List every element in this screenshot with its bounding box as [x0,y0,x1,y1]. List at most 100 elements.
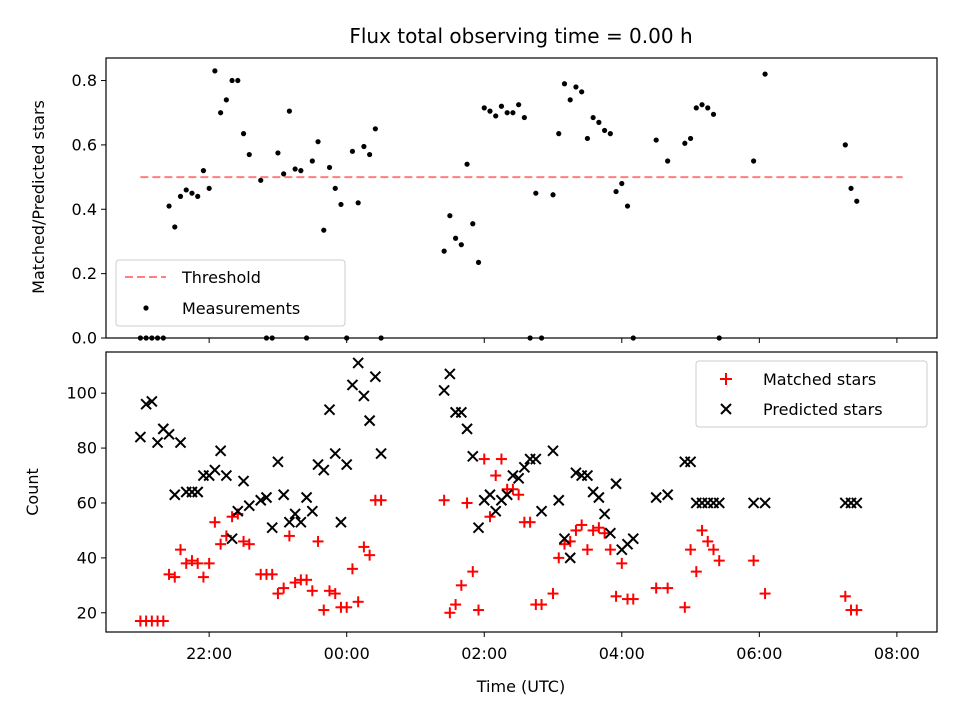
predicted-point [340,458,353,471]
y-tick-label: 0.8 [72,71,97,90]
predicted-point [214,445,227,457]
bottom-legend: Matched stars Predicted stars [695,360,928,428]
matched-point [186,555,198,567]
bottom-axes-frame [105,351,938,633]
predicted-point [518,461,531,474]
measurement-point [281,171,287,177]
matched-point [289,577,301,589]
matched-point [713,555,725,567]
top-x-ticks [208,338,898,343]
matched-point [169,571,181,583]
measurement-point [229,77,235,84]
predicted-point [283,516,296,528]
matched-point [467,566,479,578]
predicted-point [169,489,181,501]
measurement-point [240,131,247,137]
matched-point [215,538,227,550]
y-tick-label: 60 [77,493,97,512]
matched-point [473,604,485,616]
y-tick-label: 0.2 [72,264,97,283]
matched-point [272,588,284,600]
matched-point [553,552,565,564]
predicted-point [346,379,359,391]
y-tick-label: 0.6 [72,135,97,154]
predicted-point [323,403,336,416]
predicted-point [535,505,548,517]
predicted-point [369,370,382,383]
predicted-point [134,431,147,443]
measurement-point [854,198,860,204]
matched-point [444,607,456,619]
matched-point [627,593,639,605]
measurement-point [195,193,201,199]
measurement-point [326,164,333,171]
predicted-point [558,532,571,545]
measurement-point [619,180,625,187]
measurement-point [842,142,848,148]
measurement-point [338,201,344,208]
measurement-point [475,259,482,265]
bottom-x-ticks: 22:00 00:00 02:00 04:00 06:00 08:00 [186,632,920,663]
measurement-point [481,105,487,111]
predicted-point [243,500,255,512]
predicted-point [358,390,370,402]
predicted-point [553,494,565,506]
matched-point [484,511,496,523]
measurement-point [584,135,591,142]
measurement-point [607,131,613,137]
measurement-point [848,185,854,191]
predicted-point [530,453,542,465]
legend-matched-label: Matched stars [763,370,876,389]
predicted-point [232,505,244,517]
matched-point [851,604,863,616]
measurement-point [321,227,327,233]
bottom-x-axis-label: Time (UTC) [476,677,565,696]
predicted-point [507,469,519,482]
legend-threshold-label: Threshold [181,268,261,287]
measurement-point [613,188,619,195]
predicted-point [237,475,250,487]
measurement-point [573,84,579,90]
matched-point [306,585,318,597]
measurement-point [275,150,281,156]
top-y-axis-label: Matched/Predicted stars [29,100,48,294]
y-tick-label: 0.4 [72,200,97,219]
matched-point [238,535,250,547]
bottom-panel: Count Time (UTC) 20 40 60 80 100 22:00 00:00 0… [23,351,938,696]
bottom-plot-area [134,357,863,627]
matched-point [570,524,582,536]
measurement-point [315,139,321,145]
matched-point [375,494,387,506]
predicted-point [490,505,502,517]
y-tick-label: 0.0 [72,329,97,348]
matched-point [696,524,708,536]
predicted-point [598,508,611,520]
y-tick-label: 20 [77,603,97,622]
matched-point [587,524,599,536]
matched-point [558,538,570,550]
legend-predicted-label: Predicted stars [763,400,883,419]
predicted-point [650,491,662,504]
measurement-point [751,158,757,164]
matched-point [358,541,370,553]
bottom-legend-box [695,360,928,428]
top-legend-box [115,259,346,327]
matched-point [536,599,548,611]
predicted-point [547,445,559,457]
measurement-point [367,151,373,158]
matched-point [662,582,674,594]
matched-point [364,549,376,561]
matched-point [839,590,851,602]
matched-point [283,530,295,542]
measurement-point [309,158,315,164]
predicted-point [604,527,617,539]
measurement-point [355,200,361,206]
predicted-point [684,456,697,468]
measurement-point [177,193,184,199]
measurement-point [452,235,459,241]
legend-predicted-swatch [720,403,732,415]
matched-point [581,544,593,556]
y-tick-label: 80 [77,439,97,458]
predicted-point [255,494,267,506]
